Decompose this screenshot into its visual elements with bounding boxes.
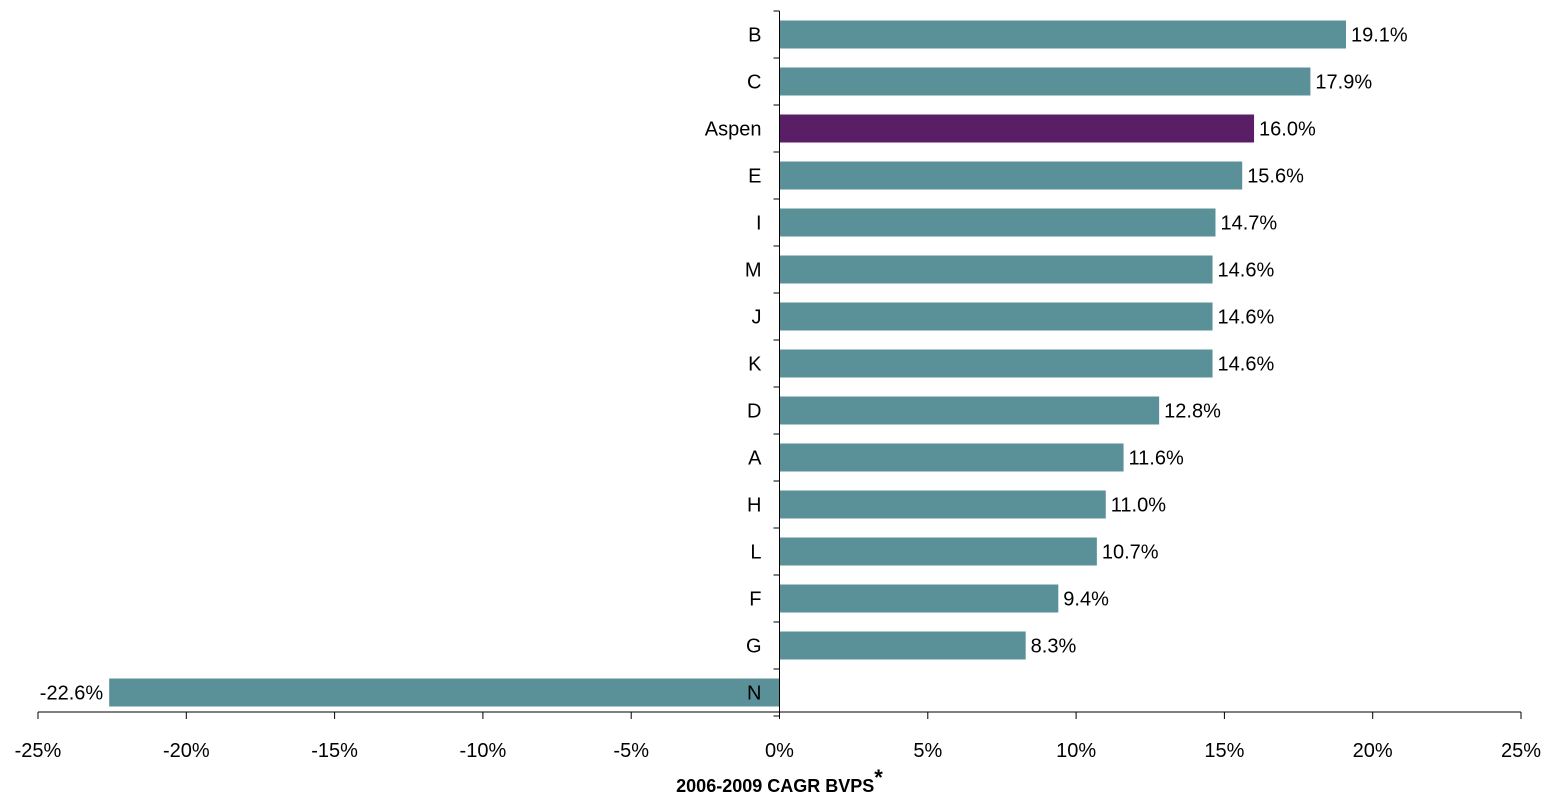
x-axis-title: 2006-2009 CAGR BVPS* [676,765,883,796]
x-tick-label: 0% [765,740,794,762]
category-label-e: E [748,166,761,188]
value-label-f: 9.4% [1063,589,1109,611]
category-label-aspen: Aspen [705,119,762,141]
bar-a [779,443,1124,472]
bar-f [779,584,1059,613]
category-label-m: M [745,260,762,282]
category-label-n: N [747,683,761,705]
bar-e [779,161,1243,190]
x-axis-title-asterisk: * [874,765,883,790]
x-tick-label: 5% [913,740,942,762]
x-tick-label: -20% [163,740,210,762]
value-label-c: 17.9% [1315,72,1372,94]
x-tick-label: -5% [613,740,649,762]
value-label-l: 10.7% [1102,542,1159,564]
value-label-h: 11.0% [1111,495,1166,517]
x-axis-title-text: 2006-2009 CAGR BVPS [676,776,874,796]
category-label-d: D [747,401,761,423]
value-label-b: 19.1% [1351,25,1408,47]
bar-j [779,302,1213,331]
bar-k [779,349,1213,378]
value-label-n: -22.6% [40,683,104,705]
category-label-f: F [749,589,761,611]
category-label-i: I [756,213,762,235]
x-tick-label: 25% [1501,740,1541,762]
bar-l [779,537,1097,566]
value-label-e: 15.6% [1247,166,1304,188]
value-label-i: 14.7% [1221,213,1278,235]
x-tick-label: -10% [460,740,507,762]
value-label-a: 11.6% [1129,448,1184,470]
bar-d [779,396,1160,425]
value-label-m: 14.6% [1218,260,1275,282]
x-tick-label: -15% [311,740,358,762]
value-label-g: 8.3% [1031,636,1077,658]
bar-m [779,255,1213,284]
x-tick-label: 15% [1204,740,1244,762]
category-label-b: B [748,25,761,47]
category-label-g: G [746,636,762,658]
category-label-a: A [748,448,762,470]
x-tick-label: 10% [1056,740,1096,762]
value-label-d: 12.8% [1164,401,1221,423]
category-label-h: H [747,495,761,517]
bar-c [779,67,1311,96]
value-label-j: 14.6% [1218,307,1275,329]
category-label-j: J [752,307,762,329]
bars [109,20,1347,707]
bar-n [109,678,780,707]
bar-g [779,631,1026,660]
category-label-l: L [750,542,761,564]
category-label-c: C [747,72,761,94]
bar-aspen [779,114,1255,143]
axes [37,10,1522,719]
value-label-k: 14.6% [1218,354,1275,376]
x-tick-label: -25% [15,740,62,762]
bar-b [779,20,1347,49]
value-label-aspen: 16.0% [1259,119,1316,141]
category-label-k: K [748,354,762,376]
bar-i [779,208,1216,237]
labels: B 19.1% C 17.9% Aspen 16.0% E 15.6% I 14.7% M 14.6%… [15,25,1542,763]
bar-h [779,490,1106,519]
x-tick-label: 20% [1353,740,1393,762]
